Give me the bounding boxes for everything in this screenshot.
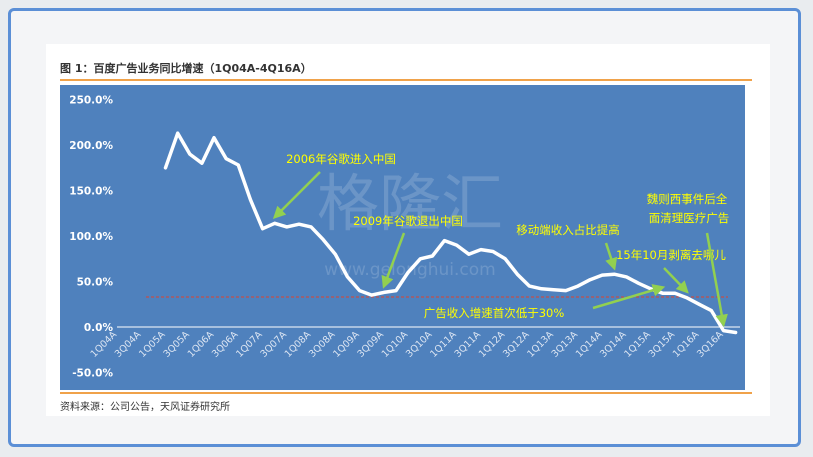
y-tick-label: 50.0% xyxy=(77,277,114,289)
annotation-label: 魏则西事件后全 xyxy=(647,192,728,206)
annotation-label: 广告收入增速首次低于30% xyxy=(424,306,565,320)
annotations: 2006年谷歌进入中国 2009年谷歌退出中国移动端收入占比提高广告收入增速首次低… xyxy=(272,152,730,328)
annotation-label: 面清理医疗广告 xyxy=(649,211,730,225)
annotation-label: 2006年谷歌进入中国 xyxy=(286,152,396,166)
x-axis: 1Q04A3Q04A1Q05A3Q05A1Q06A3Q06A1Q07A3Q07A… xyxy=(89,329,726,360)
y-tick-label: 100.0% xyxy=(69,231,113,243)
y-axis: -50.0% 0.0% 50.0% 100.0% 150.0% 200.0% 250.0% xyxy=(69,95,113,380)
figure-title: 图 1：百度广告业务同比增速（1Q04A-4Q16A） xyxy=(60,62,312,75)
annotation-arrow xyxy=(592,284,666,310)
title-rule xyxy=(60,79,752,81)
x-tick-label: 3Q16A xyxy=(695,329,726,360)
annotation-label: 2009年谷歌退出中国 xyxy=(353,214,463,228)
figure-source: 资料来源：公司公告，天风证券研究所 xyxy=(60,402,230,413)
annotation-arrow xyxy=(663,267,689,294)
series-line xyxy=(163,131,738,335)
annotation-arrow xyxy=(604,242,618,271)
annotation-arrow xyxy=(705,232,728,328)
watermark-text: 格隆汇 xyxy=(317,167,503,240)
annotation-arrow xyxy=(272,171,321,220)
y-tick-label: 250.0% xyxy=(69,95,113,107)
y-tick-label: 200.0% xyxy=(69,140,113,152)
y-tick-label: -50.0% xyxy=(72,368,113,380)
annotation-arrow xyxy=(381,232,406,289)
y-tick-label: 150.0% xyxy=(69,186,113,198)
annotation-label: 移动端收入占比提高 xyxy=(516,223,620,237)
source-rule xyxy=(60,392,752,394)
y-tick-label: 0.0% xyxy=(84,322,114,334)
annotation-label: 15年10月剥离去哪儿 xyxy=(616,248,726,262)
